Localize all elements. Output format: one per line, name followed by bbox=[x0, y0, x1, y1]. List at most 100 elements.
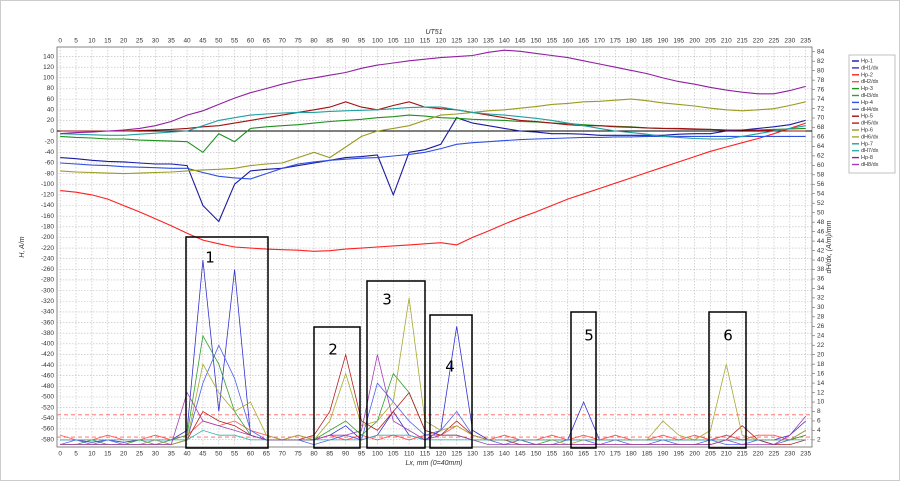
x-tick-label-top: 75 bbox=[294, 38, 302, 45]
derivative-line bbox=[60, 297, 806, 446]
x-tick-label: 195 bbox=[673, 451, 684, 458]
x-tick-label: 80 bbox=[310, 451, 318, 458]
x-tick-label: 30 bbox=[152, 451, 160, 458]
y-tick-label: 140 bbox=[43, 53, 54, 60]
x-tick-label-top: 85 bbox=[326, 38, 334, 45]
x-tick-label-top: 225 bbox=[769, 38, 780, 45]
x-tick-label: 75 bbox=[294, 451, 302, 458]
y2-tick-label: 6 bbox=[817, 418, 821, 425]
x-tick-label: 225 bbox=[769, 451, 780, 458]
legend-label: Hp-7 bbox=[861, 141, 873, 147]
x-tick-label: 60 bbox=[247, 451, 255, 458]
y2-tick-label: 40 bbox=[817, 257, 825, 264]
x-tick-label: 115 bbox=[420, 451, 431, 458]
y2-tick-label: 44 bbox=[817, 238, 825, 245]
x-tick-label: 145 bbox=[515, 451, 526, 458]
x-tick-label: 25 bbox=[136, 451, 144, 458]
legend-label: Hp-2 bbox=[861, 72, 873, 78]
y2-tick-label: 38 bbox=[817, 266, 825, 273]
field-line bbox=[60, 101, 806, 132]
y2-tick-label: 28 bbox=[817, 314, 825, 321]
legend-label: dH3/dx bbox=[861, 93, 879, 99]
x-tick-label: 165 bbox=[578, 451, 589, 458]
field-line bbox=[60, 98, 806, 175]
y-tick-label: 60 bbox=[47, 96, 55, 103]
x-tick-label: 175 bbox=[610, 451, 621, 458]
x-tick-label: 100 bbox=[372, 451, 383, 458]
annotation-label: 2 bbox=[328, 341, 338, 359]
y-tick-label: -200 bbox=[41, 234, 54, 241]
y-tick-label: -460 bbox=[41, 372, 54, 379]
annotation-label: 5 bbox=[584, 327, 594, 345]
y-tick-label: -80 bbox=[45, 170, 55, 177]
y2-tick-label: 66 bbox=[817, 134, 825, 141]
y-tick-label: -380 bbox=[41, 330, 54, 337]
field-line bbox=[60, 49, 806, 135]
x-tick-label-top: 70 bbox=[279, 38, 287, 45]
field-line bbox=[60, 117, 806, 223]
y2-tick-label: 32 bbox=[817, 295, 825, 302]
y-tick-label: -320 bbox=[41, 298, 54, 305]
y-tick-label: -260 bbox=[41, 266, 54, 273]
y-tick-label: -500 bbox=[41, 394, 54, 401]
x-tick-label: 90 bbox=[342, 451, 350, 458]
y2-tick-label: 12 bbox=[817, 389, 825, 396]
y2-tick-label: 54 bbox=[817, 190, 825, 197]
y-tick-label: -540 bbox=[41, 415, 54, 422]
x-tick-label-top: 80 bbox=[310, 38, 318, 45]
x-tick-label: 220 bbox=[753, 451, 764, 458]
x-tick-label: 70 bbox=[279, 451, 287, 458]
y-tick-label: -520 bbox=[41, 404, 54, 411]
x-tick-label-top: 105 bbox=[388, 38, 399, 45]
y-tick-label: -140 bbox=[41, 202, 54, 209]
x-tick-label-top: 0 bbox=[58, 38, 62, 45]
derivative-line bbox=[60, 429, 806, 441]
x-tick-label: 15 bbox=[104, 451, 112, 458]
x-tick-label-top: 180 bbox=[626, 38, 637, 45]
x-tick-label: 120 bbox=[435, 451, 446, 458]
y2-tick-label: 24 bbox=[817, 332, 825, 339]
y-tick-label: -340 bbox=[41, 309, 54, 316]
x-tick-label: 185 bbox=[642, 451, 653, 458]
y2-tick-label: 72 bbox=[817, 105, 825, 112]
x-tick-label: 65 bbox=[263, 451, 271, 458]
x-tick-label: 215 bbox=[737, 451, 748, 458]
x-tick-label-top: 115 bbox=[420, 38, 431, 45]
annotation-box bbox=[429, 314, 473, 449]
x-tick-label: 85 bbox=[326, 451, 334, 458]
x-tick-label: 230 bbox=[784, 451, 795, 458]
legend-label: Hp-3 bbox=[861, 86, 873, 92]
x-tick-label-top: 10 bbox=[88, 38, 96, 45]
legend-label: dH4/dx bbox=[861, 107, 879, 113]
annotation-box bbox=[185, 236, 269, 449]
x-tick-label-top: 140 bbox=[499, 38, 510, 45]
y-axis-label: H, A/m bbox=[19, 236, 26, 257]
y-tick-label: 40 bbox=[47, 106, 55, 113]
y2-tick-label: 70 bbox=[817, 115, 825, 122]
x-tick-label-top: 110 bbox=[404, 38, 415, 45]
field-line bbox=[60, 135, 806, 180]
x-tick-label-top: 210 bbox=[721, 38, 732, 45]
y2-tick-label: 78 bbox=[817, 77, 825, 84]
y-tick-label: -40 bbox=[45, 149, 55, 156]
x-tick-label-top: 45 bbox=[199, 38, 207, 45]
y2-tick-label: 26 bbox=[817, 323, 825, 330]
y-tick-label: -120 bbox=[41, 192, 54, 199]
y-tick-label: 0 bbox=[50, 128, 54, 135]
x-tick-label-top: 20 bbox=[120, 38, 128, 45]
x-tick-label-top: 195 bbox=[673, 38, 684, 45]
legend-label: dH2/dx bbox=[861, 79, 879, 85]
x-tick-label-top: 40 bbox=[183, 38, 191, 45]
y2-tick-label: 80 bbox=[817, 67, 825, 74]
x-tick-label: 20 bbox=[120, 451, 128, 458]
legend-label: Hp-1 bbox=[861, 58, 873, 64]
x-tick-label-top: 145 bbox=[515, 38, 526, 45]
x-tick-label-top: 135 bbox=[483, 38, 494, 45]
y2-tick-label: 50 bbox=[817, 209, 825, 216]
x-tick-label-top: 15 bbox=[104, 38, 112, 45]
y2-tick-label: 64 bbox=[817, 143, 825, 150]
legend-label: Hp-8 bbox=[861, 155, 873, 161]
y2-tick-label: 8 bbox=[817, 408, 821, 415]
x-tick-label-top: 175 bbox=[610, 38, 621, 45]
